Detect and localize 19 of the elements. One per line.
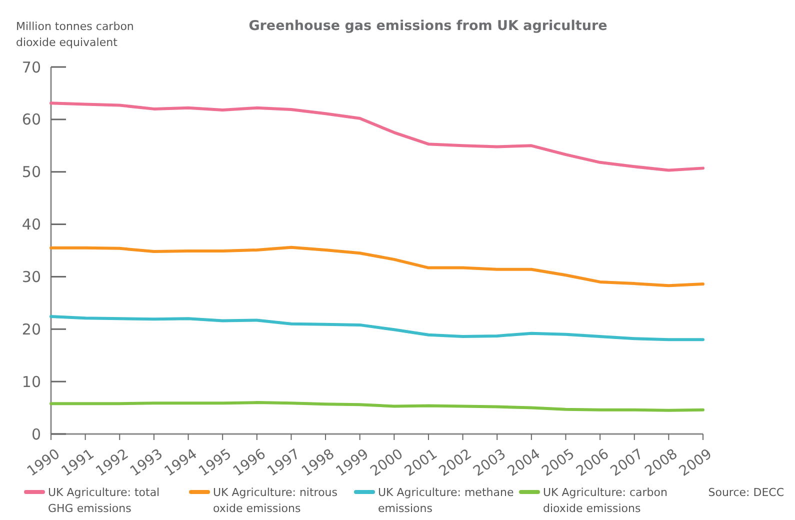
line-series [50,315,704,342]
y-axis-title: Million tonnes carbon dioxide equivalent [16,20,134,49]
line-series [50,102,704,172]
y-tick-label: 50 [22,163,41,182]
source-note: Source: DECC [708,486,784,499]
y-tick-label: 30 [22,268,41,286]
legend-label: UK Agriculture: methane emissions [378,486,514,515]
y-tick-label: 70 [22,58,41,76]
line-series [50,246,704,288]
legend-label: UK Agriculture: total GHG emissions [48,486,160,515]
legend-label: UK Agriculture: nitrous oxide emissions [213,486,338,515]
y-tick-label: 20 [22,320,41,338]
y-tick-label: 60 [22,110,41,129]
y-tick-label: 0 [31,425,41,444]
chart-title: Greenhouse gas emissions from UK agriculture [248,18,608,34]
y-tick-label: 10 [22,372,41,391]
legend-label: UK Agriculture: carbon dioxide emissions [543,486,668,515]
y-tick-label: 40 [22,216,41,234]
line-series [50,401,704,412]
